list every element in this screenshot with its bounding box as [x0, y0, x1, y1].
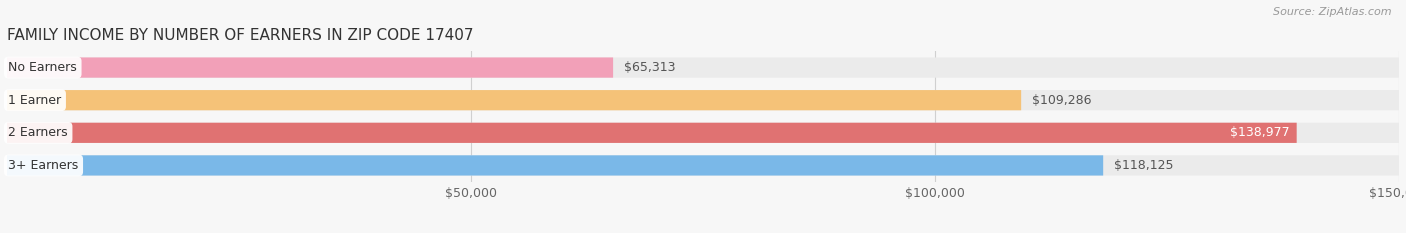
- Text: 1 Earner: 1 Earner: [8, 94, 62, 107]
- FancyBboxPatch shape: [7, 123, 1296, 143]
- Text: 3+ Earners: 3+ Earners: [8, 159, 79, 172]
- Text: $109,286: $109,286: [1032, 94, 1092, 107]
- FancyBboxPatch shape: [7, 155, 1104, 175]
- Text: No Earners: No Earners: [8, 61, 77, 74]
- FancyBboxPatch shape: [7, 90, 1399, 110]
- FancyBboxPatch shape: [7, 123, 1399, 143]
- FancyBboxPatch shape: [7, 90, 1021, 110]
- Text: $118,125: $118,125: [1115, 159, 1174, 172]
- Text: FAMILY INCOME BY NUMBER OF EARNERS IN ZIP CODE 17407: FAMILY INCOME BY NUMBER OF EARNERS IN ZI…: [7, 28, 474, 43]
- Text: $138,977: $138,977: [1230, 126, 1289, 139]
- FancyBboxPatch shape: [7, 58, 1399, 78]
- FancyBboxPatch shape: [7, 155, 1399, 175]
- Text: Source: ZipAtlas.com: Source: ZipAtlas.com: [1274, 7, 1392, 17]
- FancyBboxPatch shape: [7, 58, 613, 78]
- Text: 2 Earners: 2 Earners: [8, 126, 67, 139]
- Text: $65,313: $65,313: [624, 61, 676, 74]
